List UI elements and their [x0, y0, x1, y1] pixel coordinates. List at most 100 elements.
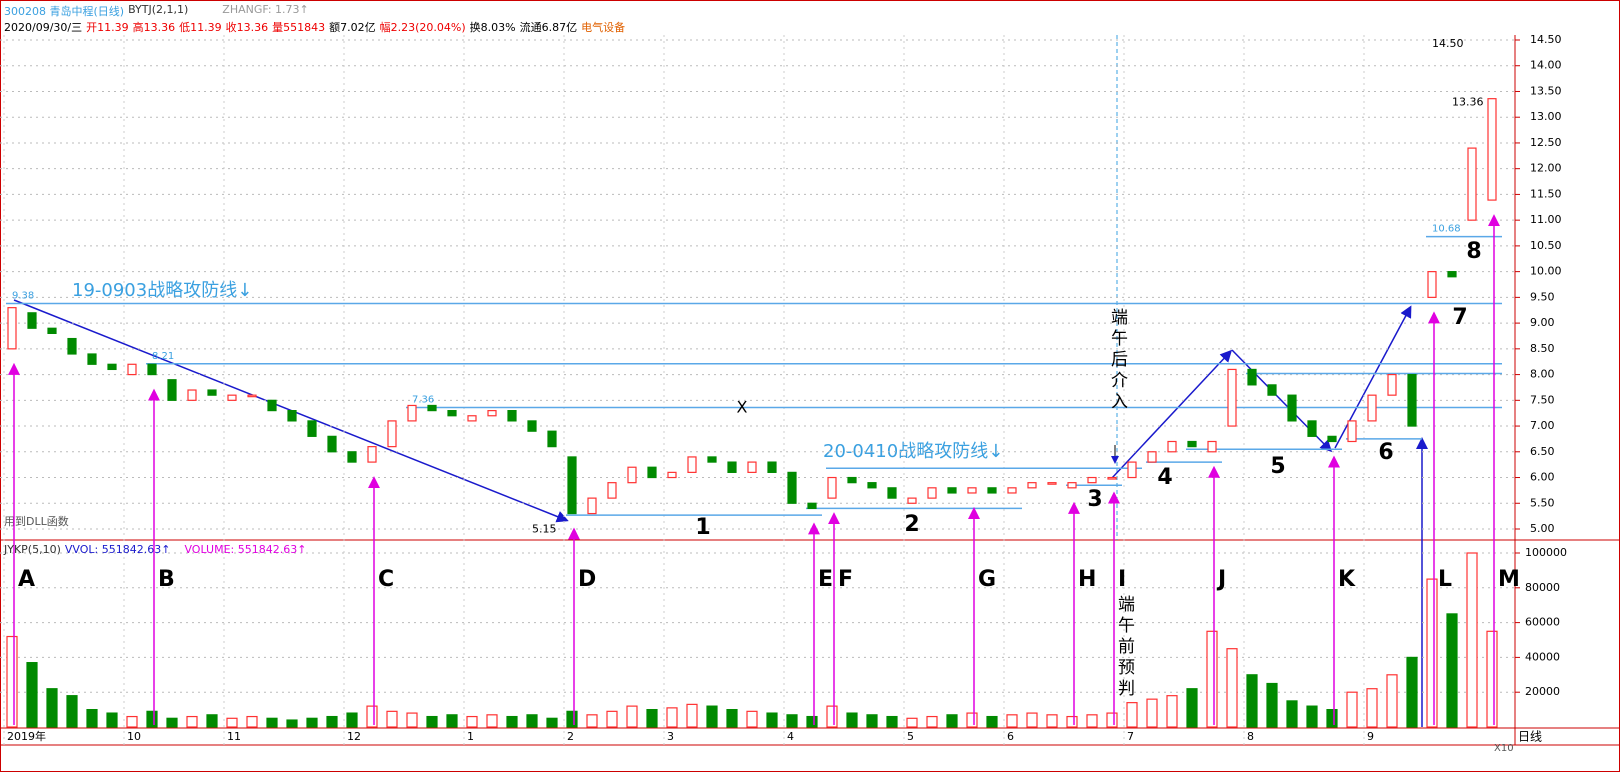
volume-bar	[666, 707, 678, 728]
volume-bar	[1226, 648, 1238, 728]
candle	[267, 399, 277, 412]
candle	[87, 353, 97, 365]
volume-bar	[1486, 630, 1498, 728]
wave-label: 5	[1270, 454, 1285, 479]
candle	[487, 410, 497, 417]
candle	[227, 394, 237, 401]
y-tick-label: 5.50	[1530, 496, 1555, 509]
volume-bar	[246, 715, 258, 728]
candle	[1287, 394, 1297, 422]
y-tick-label: 8.00	[1530, 368, 1555, 381]
y-tick-label: 12.50	[1530, 136, 1562, 149]
candle	[847, 476, 857, 484]
candle	[1327, 435, 1337, 443]
marker-label: H	[1078, 567, 1096, 592]
volume-bar	[986, 715, 998, 728]
candle	[367, 446, 377, 463]
candle	[1087, 476, 1097, 484]
volume-bar	[1286, 700, 1298, 728]
volume-bar	[1426, 578, 1438, 728]
wave-label: 1	[695, 515, 710, 540]
candle	[67, 337, 77, 355]
marker-label: B	[158, 567, 175, 592]
candle	[327, 435, 337, 453]
candle	[167, 379, 177, 401]
volume-bar	[126, 715, 138, 728]
candle	[747, 461, 757, 473]
volume-bar	[766, 712, 778, 728]
candle	[887, 487, 897, 499]
price-label: 13.36	[1452, 96, 1484, 109]
candle	[207, 389, 217, 396]
candle	[47, 327, 57, 334]
volume-bar	[1186, 688, 1198, 728]
level-label: 10.68	[1432, 224, 1461, 235]
volume-bar	[706, 705, 718, 728]
volume-bar	[266, 717, 278, 728]
level-label: 7.36	[412, 395, 434, 406]
y-tick-label: 7.00	[1530, 419, 1555, 432]
y-tick-label: 11.50	[1530, 187, 1562, 200]
volume-bar	[1466, 552, 1478, 728]
y-tick-label: 40000	[1525, 650, 1560, 663]
y-tick-label: 80000	[1525, 581, 1560, 594]
candle	[347, 451, 357, 463]
level-label: 9.38	[12, 291, 34, 302]
y-tick-label: 14.00	[1530, 59, 1562, 72]
x-tick-label: 7	[1127, 730, 1134, 743]
candle	[1007, 487, 1017, 494]
volume-bar	[1066, 715, 1078, 728]
candle	[927, 487, 937, 499]
volume-bar	[946, 714, 958, 728]
volume-bar	[1086, 714, 1098, 728]
volume-bar	[326, 715, 338, 728]
volume-bar	[66, 695, 78, 728]
candle	[627, 466, 637, 484]
candle	[587, 497, 597, 515]
indicator-value: ZHANGF: 1.73↑	[222, 3, 309, 16]
candle	[467, 415, 477, 422]
marker-label: I	[1118, 567, 1126, 592]
indicator-value: VOLUME: 551842.63↑	[184, 543, 307, 556]
candle	[1147, 451, 1157, 463]
volume-bar	[426, 715, 438, 728]
candle	[647, 466, 657, 479]
candle	[527, 420, 537, 432]
volume-header: JYKP(5,10) VVOL: 551842.63↑ VOLUME: 5518…	[4, 543, 306, 556]
candle	[1427, 271, 1437, 298]
period-label: 日线	[1518, 730, 1542, 744]
volume-bar	[1306, 705, 1318, 728]
candle	[1167, 440, 1177, 453]
volume-bar	[1206, 630, 1218, 728]
candle	[1407, 373, 1417, 427]
stock-title: 300208 青岛中程(日线)	[4, 5, 125, 18]
candle	[127, 363, 137, 376]
x-tick-label: 10	[127, 730, 141, 743]
volume-bar	[386, 710, 398, 728]
price-label: 14.50	[1432, 37, 1464, 50]
volume-bar	[786, 714, 798, 728]
quote-field: 高13.36	[132, 21, 176, 34]
volume-bar	[506, 715, 518, 728]
annotation: 用到DLL函数	[4, 515, 69, 528]
volume-bar	[1006, 714, 1018, 728]
volume-bar	[1106, 712, 1118, 728]
volume-bar	[206, 714, 218, 728]
volume-bar	[186, 715, 198, 728]
volume-bar	[826, 705, 838, 728]
quote-field: 流通6.87亿	[519, 21, 578, 34]
volume-bar	[1326, 708, 1338, 728]
volume-bar	[806, 715, 818, 728]
volume-bar	[746, 710, 758, 728]
y-tick-label: 10.00	[1530, 265, 1562, 278]
candle	[1127, 461, 1137, 479]
y-tick-label: 14.50	[1530, 33, 1562, 46]
volume-bar	[306, 717, 318, 728]
level-label: 8.21	[152, 351, 174, 362]
volume-bar	[526, 714, 538, 728]
volume-bar	[966, 712, 978, 728]
trend-line	[13, 299, 569, 523]
x-tick-label: 2019年	[7, 729, 46, 743]
